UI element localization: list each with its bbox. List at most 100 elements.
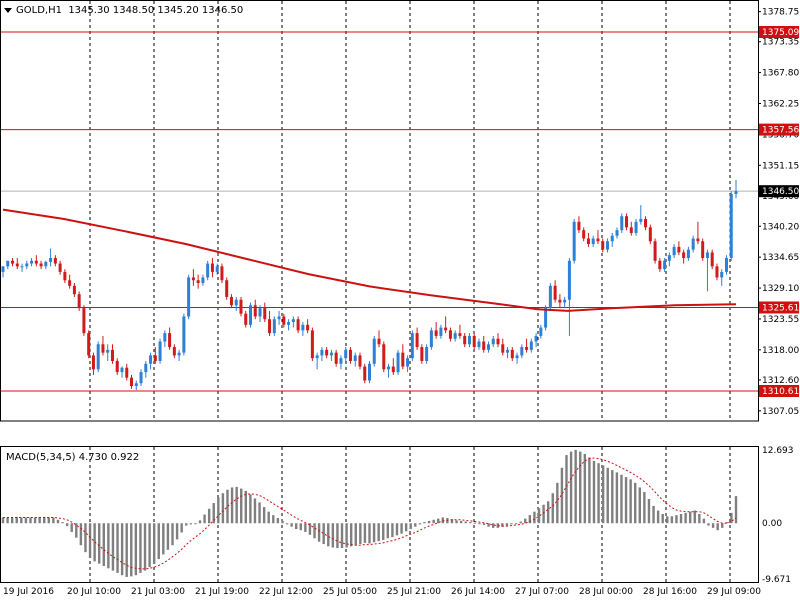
candle [501,338,505,356]
macd-histogram-bar [418,523,422,525]
candle-body [429,330,433,348]
candle [724,255,728,275]
candle [277,310,281,325]
macd-histogram-bar [505,523,509,526]
candle-body [187,277,191,317]
candle [348,347,352,364]
candle [472,333,476,350]
candle [729,191,733,261]
macd-histogram-bar [166,523,170,550]
macd-histogram-bar [107,523,110,569]
macd-histogram-bar [43,516,46,524]
candle [529,338,533,353]
candle [329,349,333,361]
candle-body [215,266,219,272]
macd-histogram-bar [432,519,435,524]
macd-histogram-bar [148,523,151,568]
candle [101,335,105,356]
candle-body [82,308,86,334]
candle-body [448,330,452,339]
candle-body [548,285,552,309]
candle-body [15,263,19,267]
candle [625,213,629,231]
candle-body [277,316,281,320]
macd-histogram-bar [285,523,289,525]
macd-pane-frame [0,446,759,583]
candle-body [544,308,548,328]
candle-body [501,344,505,353]
candle [6,260,10,270]
price-axis-label: 1334.65 [762,253,799,263]
macd-histogram-bar [423,522,426,524]
price-axis-label: 1307.05 [762,407,799,417]
macd-histogram-bar [116,523,119,573]
candle [410,330,414,361]
candle [644,216,648,231]
candle-body [467,335,471,345]
candle [106,344,110,361]
candle [53,255,57,267]
candle-body [444,327,448,331]
macd-histogram-bar [313,523,316,539]
candle [539,324,543,339]
macd-signal-line [3,457,737,570]
macd-histogram-bar [157,523,160,560]
macd-histogram-bar [52,517,55,524]
candle [491,335,495,348]
macd-histogram-bar [386,523,390,539]
candle-body [258,308,262,317]
candle [429,327,433,350]
level-price-label: 1310.61 [762,387,799,397]
candle [339,355,343,370]
candle-body [396,352,400,373]
candle-body [482,341,486,350]
candle [453,330,457,342]
candle [25,260,29,270]
macd-histogram-bar [592,460,596,524]
time-axis-label: 28 Jul 00:00 [579,587,633,597]
candle-body [306,324,310,331]
macd-histogram-bar [688,511,692,524]
candle-body [49,257,53,262]
price-axis-label: 1340.20 [762,222,799,232]
macd-histogram-bar [730,512,733,524]
candle [153,347,157,364]
candle-body [372,338,376,364]
candle-body [686,249,690,258]
macd-histogram-bar [679,514,683,524]
candle [482,335,486,353]
candle-body [263,308,267,320]
candle-body [439,327,443,336]
dropdown-triangle-icon[interactable] [4,7,12,13]
level-price-label: 1375.09 [762,28,799,38]
macd-histogram-bar [629,479,632,524]
candle [253,299,257,320]
candle-body [401,352,405,367]
candle [130,374,134,389]
candle-body [163,333,167,342]
macd-histogram-bar [317,523,321,542]
candle [615,227,619,239]
candle [663,257,667,272]
candle [225,277,229,300]
candle-body [25,263,29,267]
candle [486,341,490,353]
macd-histogram-bar [299,523,302,531]
candle-body [653,241,657,261]
candle-body [734,191,738,194]
candle [653,238,657,264]
candle [58,260,62,275]
candle [601,238,605,253]
macd-histogram-bar [20,517,23,524]
candle-body [620,216,624,231]
macd-histogram-bar [459,520,463,524]
candle [44,260,48,270]
candle [425,344,429,364]
candle-body [387,366,391,370]
candle [701,238,705,261]
candle-body [348,349,352,361]
candle [458,324,462,339]
candle [282,313,286,328]
candle-body [644,219,648,228]
